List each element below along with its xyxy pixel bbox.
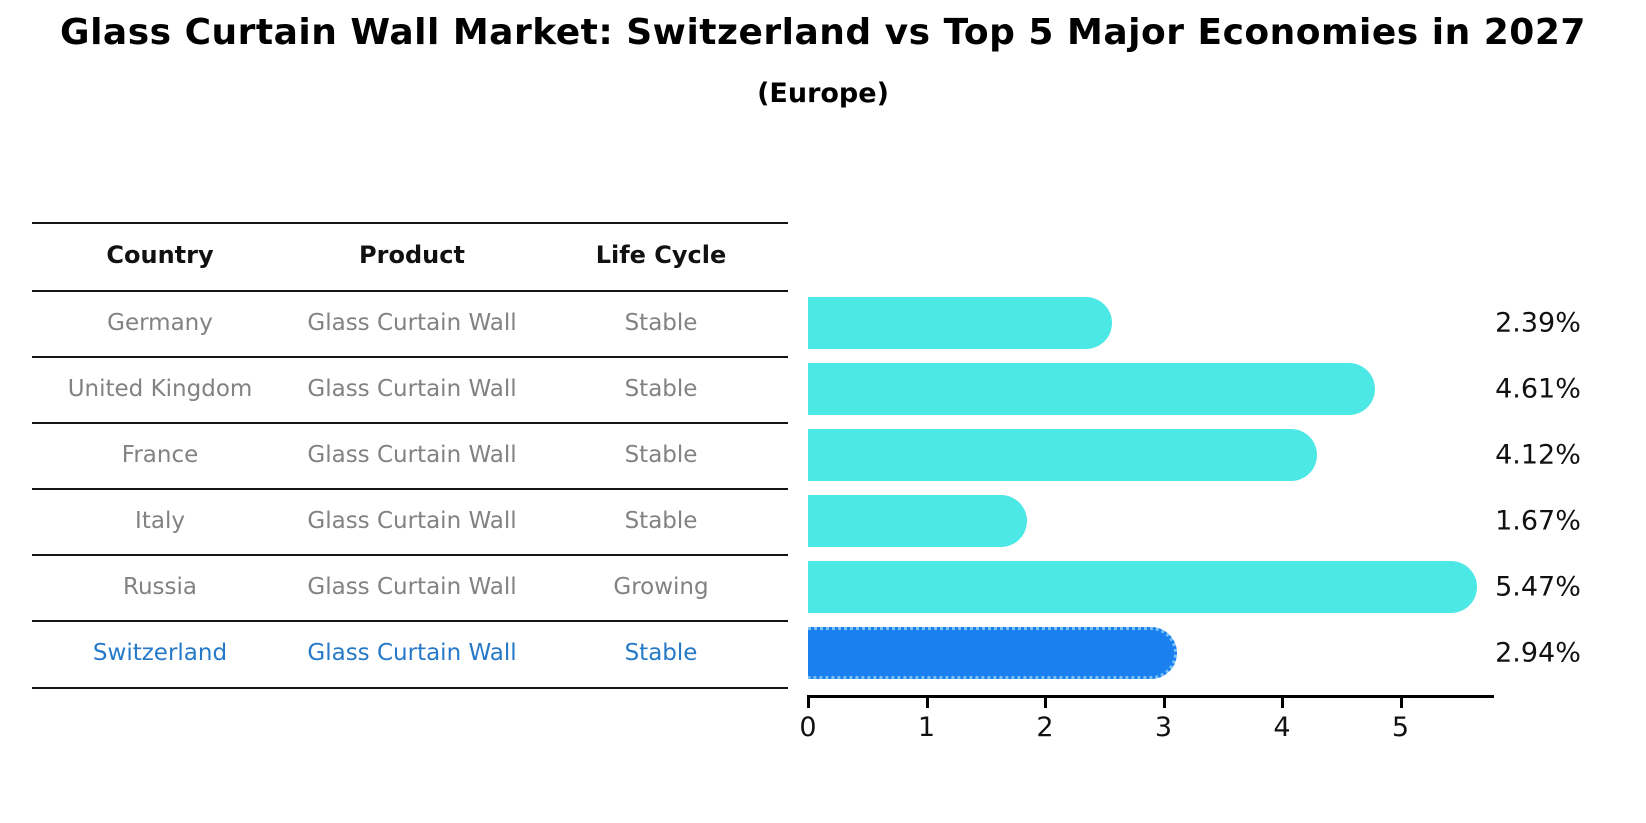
cell-united-kingdom-life-cycle: Stable (624, 376, 698, 402)
cell-russia-life-cycle: Growing (613, 574, 709, 600)
table-rule-1 (32, 290, 788, 292)
bar-russia (808, 561, 1477, 613)
bar-value-label-france: 4.12% (1495, 439, 1581, 471)
x-axis-ticklabel-3: 3 (1154, 712, 1173, 743)
cell-germany-product: Glass Curtain Wall (307, 310, 517, 336)
cell-france-product: Glass Curtain Wall (307, 442, 517, 468)
cell-united-kingdom-product: Glass Curtain Wall (307, 376, 517, 402)
cell-germany-country: Germany (107, 310, 213, 336)
table-rule-3 (32, 422, 788, 424)
x-axis-tick-0 (807, 695, 810, 708)
chart-title: Glass Curtain Wall Market: Switzerland v… (60, 12, 1586, 53)
bar-germany (808, 297, 1112, 349)
table-rule-2 (32, 356, 788, 358)
cell-france-country: France (121, 442, 199, 468)
x-axis-tick-3 (1162, 695, 1166, 708)
cell-united-kingdom-country: United Kingdom (67, 376, 253, 402)
table-rule-6 (32, 620, 788, 622)
x-axis-line (808, 695, 1494, 698)
cell-russia-product: Glass Curtain Wall (307, 574, 517, 600)
table-rule-0 (32, 222, 788, 224)
x-axis-tick-1 (925, 695, 929, 708)
table-rule-7 (32, 687, 788, 689)
cell-italy-life-cycle: Stable (624, 508, 698, 534)
bar-france (808, 429, 1317, 481)
cell-france-life-cycle: Stable (624, 442, 698, 468)
table-rule-5 (32, 554, 788, 556)
table-header-life-cycle: Life Cycle (595, 241, 727, 269)
bar-value-label-united-kingdom: 4.61% (1495, 373, 1581, 405)
x-axis-ticklabel-4: 4 (1273, 712, 1291, 743)
x-axis-tick-4 (1281, 695, 1284, 708)
bar-value-label-germany: 2.39% (1495, 307, 1581, 339)
cell-italy-product: Glass Curtain Wall (307, 508, 517, 534)
bar-italy (808, 495, 1027, 547)
cell-switzerland-product: Glass Curtain Wall (307, 640, 517, 666)
x-axis-tick-2 (1044, 695, 1047, 708)
x-axis-ticklabel-0: 0 (799, 712, 817, 743)
bar-switzerland (808, 627, 1178, 679)
table-header-country: Country (106, 241, 214, 269)
x-axis-ticklabel-2: 2 (1036, 712, 1054, 743)
x-axis-ticklabel-1: 1 (917, 712, 936, 743)
table-header-product: Product (359, 241, 465, 269)
bar-united-kingdom (808, 363, 1375, 415)
bar-value-label-russia: 5.47% (1495, 571, 1581, 603)
bar-value-label-switzerland: 2.94% (1495, 637, 1581, 669)
bar-value-label-italy: 1.67% (1495, 505, 1581, 537)
cell-switzerland-life-cycle: Stable (624, 640, 698, 666)
x-axis-ticklabel-5: 5 (1391, 712, 1410, 743)
x-axis-tick-5 (1399, 695, 1403, 708)
cell-russia-country: Russia (123, 574, 197, 600)
cell-germany-life-cycle: Stable (624, 310, 698, 336)
cell-switzerland-country: Switzerland (92, 640, 228, 666)
chart-subtitle: (Europe) (757, 78, 889, 109)
cell-italy-country: Italy (135, 508, 185, 534)
table-rule-4 (32, 488, 788, 490)
